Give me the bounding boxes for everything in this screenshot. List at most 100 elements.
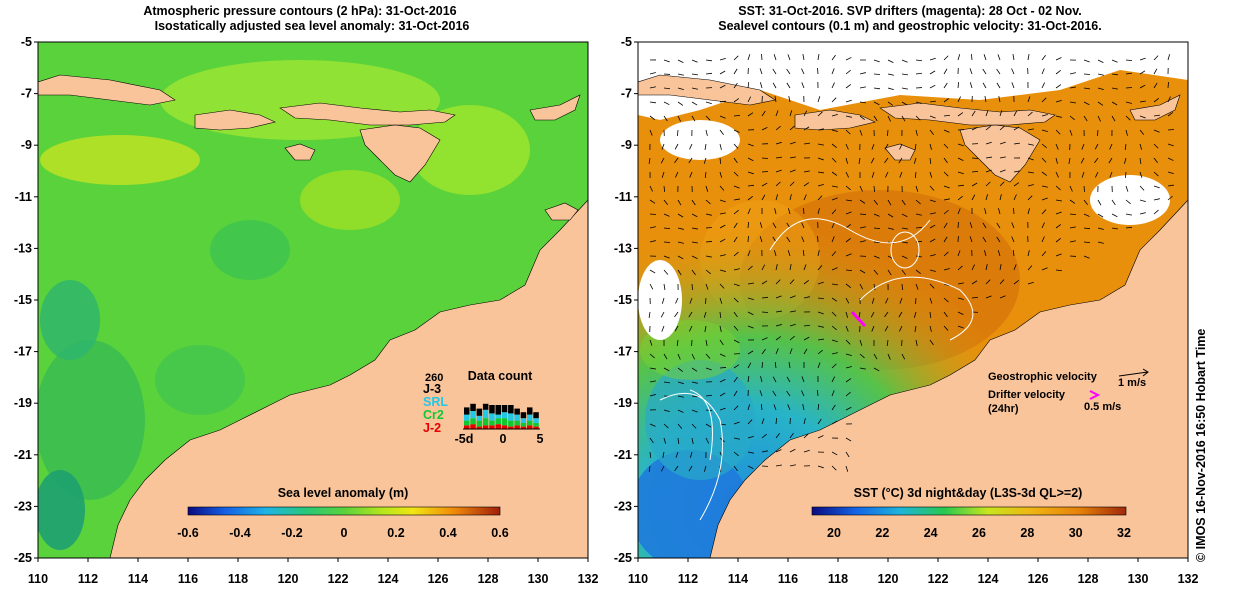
sst-y-tick: -11 xyxy=(615,190,632,204)
land-right xyxy=(638,74,1188,558)
sla-colorbar-title: Sea level anomaly (m) xyxy=(278,486,409,500)
sst-x-tick: 110 xyxy=(628,572,648,586)
sla-x-tick: 122 xyxy=(328,572,349,586)
sla-x-tick: 110 xyxy=(28,572,48,586)
data-count-bar xyxy=(482,403,489,410)
data-count-bar xyxy=(501,405,508,413)
sla-colorbar-tick: 0.6 xyxy=(491,526,508,540)
sst-x-tick: 114 xyxy=(728,572,748,586)
data-count-bar xyxy=(514,425,520,429)
sla-x-tick: 118 xyxy=(228,572,248,586)
sst-colorbar-tick: 32 xyxy=(1117,526,1131,540)
sst-y-tick: -5 xyxy=(621,35,632,49)
data-count-x-tick: -5d xyxy=(455,432,474,446)
sla-colorbar-tick: -0.4 xyxy=(229,526,251,540)
sst-colorbar-tick: 24 xyxy=(924,526,938,540)
sst-x-tick: 120 xyxy=(878,572,899,586)
data-count-bar xyxy=(533,423,539,427)
sealevel-contours xyxy=(659,218,974,521)
data-count-bar xyxy=(489,425,495,429)
sst-colorbar xyxy=(811,506,1127,516)
data-count-bar xyxy=(476,408,483,416)
data-count-bar xyxy=(527,414,533,421)
data-count-bar xyxy=(508,426,514,429)
data-count-bar xyxy=(520,426,527,429)
data-count-bar xyxy=(495,414,501,419)
data-count-bar xyxy=(489,413,495,421)
sst-x-tick: 116 xyxy=(778,572,798,586)
data-count-bar xyxy=(527,407,533,415)
sst-map-panel: Geostrophic velocity 1 m/s Drifter veloc… xyxy=(637,41,1189,559)
sst-x-tick: 124 xyxy=(978,572,999,586)
sla-colorbar-tick: -0.2 xyxy=(281,526,303,540)
data-count-bar xyxy=(482,425,489,429)
data-count-bar xyxy=(508,413,514,421)
sla-x-tick: 112 xyxy=(78,572,98,586)
geo-velocity-arrow-icon xyxy=(1118,371,1149,377)
sst-x-tick: 112 xyxy=(678,572,698,586)
drifter-arrow-icon xyxy=(1089,390,1101,400)
data-count-bar xyxy=(520,412,527,419)
geostrophic-velocity-arrows xyxy=(648,53,1175,472)
data-count-bar xyxy=(501,418,508,426)
geo-velocity-value: 1 m/s xyxy=(1118,377,1146,389)
geo-velocity-label: Geostrophic velocity xyxy=(988,371,1098,383)
sla-y-tick: -17 xyxy=(14,345,32,359)
data-count-bar xyxy=(501,412,508,419)
data-count-bar xyxy=(470,418,476,425)
sst-y-tick: -21 xyxy=(614,448,632,462)
data-count-bar xyxy=(464,420,470,426)
data-count-bar xyxy=(508,420,514,427)
data-count-bar xyxy=(514,408,520,415)
sst-y-tick: -25 xyxy=(614,551,632,565)
sst-y-tick: -13 xyxy=(614,241,632,255)
data-count-bar xyxy=(520,423,527,427)
sla-x-tick: 124 xyxy=(378,572,399,586)
drifter-track xyxy=(850,310,867,328)
cloud-mask xyxy=(638,42,1188,340)
sst-colorbar-tick: 30 xyxy=(1069,526,1083,540)
sla-y-tick: -5 xyxy=(21,35,32,49)
sst-y-tick: -15 xyxy=(614,293,632,307)
sla-x-tick: 114 xyxy=(128,572,148,586)
sla-y-tick: -13 xyxy=(14,241,32,255)
sla-x-tick: 120 xyxy=(278,572,299,586)
sla-y-tick: -15 xyxy=(14,293,32,307)
drifter-velocity-sub: (24hr) xyxy=(988,403,1019,415)
data-count-bar xyxy=(489,405,495,414)
sla-y-tick: -7 xyxy=(21,87,32,101)
sst-title-line1: SST: 31-Oct-2016. SVP drifters (magenta)… xyxy=(738,4,1081,18)
data-count-bar xyxy=(533,418,539,423)
sla-y-tick: -25 xyxy=(14,551,32,565)
data-count-bar xyxy=(470,424,476,429)
mission-label: J-3 xyxy=(423,382,441,396)
sst-y-tick: -7 xyxy=(621,87,632,101)
sst-x-tick: 128 xyxy=(1078,572,1099,586)
data-count-bar xyxy=(533,426,539,429)
data-count-bar xyxy=(464,407,470,415)
sla-colorbar-ticks: -0.6 -0.4 -0.2 0 0.2 0.4 0.6 xyxy=(177,526,509,540)
sla-colorbar xyxy=(187,506,501,516)
data-count-bar xyxy=(482,409,489,419)
data-count-ticks: -5d 0 5 xyxy=(455,432,544,446)
credit-text: © IMOS 16-Nov-2016 16:50 Hobart Time xyxy=(1194,329,1208,562)
sst-colorbar-ticks: 20 22 24 26 28 30 32 xyxy=(827,526,1131,540)
sla-x-tick: 130 xyxy=(528,572,549,586)
sst-axes: 110 112 114 116 118 120 122 124 126 128 130 132 -5 -7… xyxy=(614,35,1199,586)
data-count-bars xyxy=(464,403,539,429)
sst-y-tick: -17 xyxy=(614,345,632,359)
sla-colorbar-tick: 0.2 xyxy=(387,526,404,540)
sst-colorbar-tick: 22 xyxy=(875,526,889,540)
sla-x-tick: 116 xyxy=(178,572,198,586)
data-count-bar xyxy=(464,414,470,421)
data-count-bar xyxy=(495,418,501,425)
sst-x-tick: 132 xyxy=(1178,572,1199,586)
data-count-max: 260 xyxy=(425,372,443,384)
sla-y-tick: -11 xyxy=(15,190,32,204)
sla-colorbar-tick: -0.6 xyxy=(177,526,199,540)
sla-y-tick: -9 xyxy=(21,138,32,152)
data-count-bar xyxy=(495,405,501,415)
